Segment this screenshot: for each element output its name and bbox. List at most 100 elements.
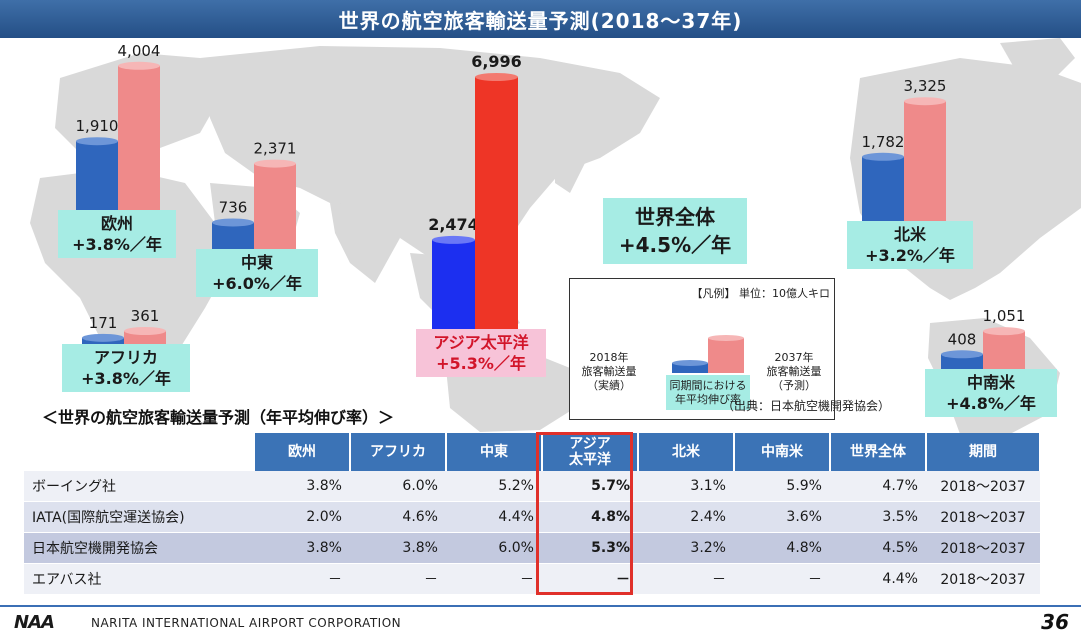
table-row: 日本航空機開発協会 3.8% 3.8% 6.0% 5.3% 3.2% 4.8% …	[24, 532, 1040, 564]
value-label-latin-america-2018: 408	[948, 330, 977, 348]
row-label: IATA(国際航空運送協会)	[24, 501, 254, 533]
legend-left-line1: 2018年	[589, 351, 629, 364]
cell-north-america: 3.2%	[638, 532, 734, 564]
cell-latin-america: 5.9%	[734, 471, 830, 502]
bar-asia-pacific-2037	[475, 77, 518, 329]
value-label-north-america-2037: 3,325	[904, 77, 947, 95]
legend-title: 【凡例】 単位：10億人キロ	[691, 287, 831, 300]
world-total-growth: +4.5%／年	[618, 233, 732, 257]
bar-latin-america-2018	[941, 354, 983, 369]
cell-asia-pacific: 5.7%	[542, 471, 638, 502]
continent-greenland	[1000, 38, 1075, 83]
cell-period: 2018～2037	[926, 532, 1040, 564]
cell-world: 4.7%	[830, 471, 926, 502]
value-label-north-america-2018: 1,782	[862, 133, 905, 151]
legend-right-line3: （予測）	[772, 379, 816, 392]
growth-rate-middle-east: +6.0%／年	[212, 274, 302, 293]
bar-latin-america-2037	[983, 331, 1025, 369]
table-row: IATA(国際航空運送協会) 2.0% 4.6% 4.4% 4.8% 2.4% …	[24, 501, 1040, 533]
header-north-america: 北米	[638, 433, 735, 471]
value-label-asia-pacific-2037: 6,996	[471, 52, 522, 71]
cell-north-america: －	[638, 563, 734, 595]
cell-europe: －	[254, 563, 350, 595]
growth-rate-africa: +3.8%／年	[81, 369, 171, 388]
world-total-box: 世界全体 +4.5%／年	[603, 198, 747, 264]
header-middle-east: 中東	[446, 433, 543, 471]
bar-top-asia-pacific-2018	[432, 235, 475, 244]
region-label-asia-pacific: アジア太平洋 +5.3%／年	[416, 329, 546, 377]
bar-top-middle-east-2037	[254, 159, 296, 168]
header-europe: 欧州	[254, 433, 351, 471]
table-row: ボーイング社 3.8% 6.0% 5.2% 5.7% 3.1% 5.9% 4.7…	[24, 471, 1040, 502]
source-note: （出典：日本航空機開発協会）	[721, 399, 890, 413]
region-label-africa: アフリカ +3.8%／年	[62, 344, 190, 392]
table-row: エアバス社 － － － － － － 4.4% 2018～2037	[24, 563, 1040, 595]
bar-europe-2037	[118, 65, 160, 210]
bar-top-latin-america-2018	[941, 350, 983, 359]
value-label-europe-2018: 1,910	[76, 117, 119, 135]
cell-middle-east: －	[446, 563, 542, 595]
bar-europe-2018	[76, 141, 118, 210]
cell-africa: 6.0%	[350, 471, 446, 502]
bar-north-america-2037	[904, 101, 946, 221]
cell-africa: 4.6%	[350, 501, 446, 533]
region-label-middle-east: 中東 +6.0%／年	[196, 249, 318, 297]
value-label-africa-2037: 361	[131, 307, 160, 325]
legend-bar-2018	[672, 363, 708, 373]
header-latin-america: 中南米	[734, 433, 831, 471]
value-label-middle-east-2018: 736	[219, 198, 248, 216]
world-total-label: 世界全体	[635, 205, 715, 229]
table-header-row: 欧州 アフリカ 中東 アジア太平洋 北米 中南米 世界全体 期間	[24, 433, 1041, 471]
legend-center-line1: 同期間における	[669, 379, 747, 392]
naa-logo: NAA	[14, 612, 55, 633]
cell-middle-east: 5.2%	[446, 471, 542, 502]
bar-asia-pacific-2018	[432, 239, 475, 329]
cell-latin-america: －	[734, 563, 830, 595]
growth-rate-north-america: +3.2%／年	[865, 246, 955, 265]
page-number: 36	[1041, 610, 1069, 634]
cell-asia-pacific: 4.8%	[542, 501, 638, 533]
header-asia-pacific-text: アジア太平洋	[569, 436, 611, 468]
growth-rate-latin-america: +4.8%／年	[946, 394, 1036, 413]
growth-rate-asia-pacific: +5.3%／年	[436, 354, 526, 373]
bar-middle-east-2037	[254, 163, 296, 249]
region-label-europe: 欧州 +3.8%／年	[58, 210, 176, 258]
region-name-africa: アフリカ	[93, 348, 158, 367]
bar-middle-east-2018	[212, 222, 254, 249]
growth-rate-europe: +3.8%／年	[72, 235, 162, 254]
cell-africa: 3.8%	[350, 532, 446, 564]
legend-bar-2018-top	[672, 360, 708, 366]
cell-middle-east: 6.0%	[446, 532, 542, 564]
region-label-north-america: 北米 +3.2%／年	[847, 221, 973, 269]
bar-north-america-2018	[862, 156, 904, 221]
region-label-latin-america: 中南米 +4.8%／年	[925, 369, 1057, 417]
slide-title: 世界の航空旅客輸送量予測(2018～37年)	[0, 0, 1081, 38]
legend-right-caption: 2037年 旅客輸送量 （予測）	[756, 351, 832, 393]
value-label-middle-east-2037: 2,371	[254, 140, 297, 158]
legend-bar-2037-top	[708, 335, 744, 341]
bar-top-north-america-2037	[904, 97, 946, 106]
footer-rule	[0, 605, 1081, 607]
cell-latin-america: 3.6%	[734, 501, 830, 533]
legend-right-line1: 2037年	[774, 351, 814, 364]
bar-top-asia-pacific-2037	[475, 73, 518, 81]
cell-period: 2018～2037	[926, 501, 1040, 533]
legend-left-line3: （実績）	[587, 379, 631, 392]
header-africa: アフリカ	[350, 433, 447, 471]
legend-rate-box	[666, 375, 750, 410]
continent-japan	[555, 138, 585, 193]
region-name-asia-pacific: アジア太平洋	[433, 333, 529, 352]
header-asia-pacific: アジア太平洋	[542, 433, 639, 471]
value-label-latin-america-2037: 1,051	[983, 307, 1026, 325]
row-label: エアバス社	[24, 563, 254, 595]
header-period: 期間	[926, 433, 1041, 471]
bar-top-africa-2018	[82, 333, 124, 342]
organization-name: NARITA INTERNATIONAL AIRPORT CORPORATION	[91, 616, 402, 630]
bar-top-latin-america-2037	[983, 327, 1025, 336]
cell-europe: 2.0%	[254, 501, 350, 533]
value-label-africa-2018: 171	[89, 314, 118, 332]
legend-sample-bars	[666, 335, 750, 410]
cell-asia-pacific: 5.3%	[542, 532, 638, 564]
cell-world: 3.5%	[830, 501, 926, 533]
legend-center-caption: 同期間における 年平均伸び率	[666, 379, 750, 407]
